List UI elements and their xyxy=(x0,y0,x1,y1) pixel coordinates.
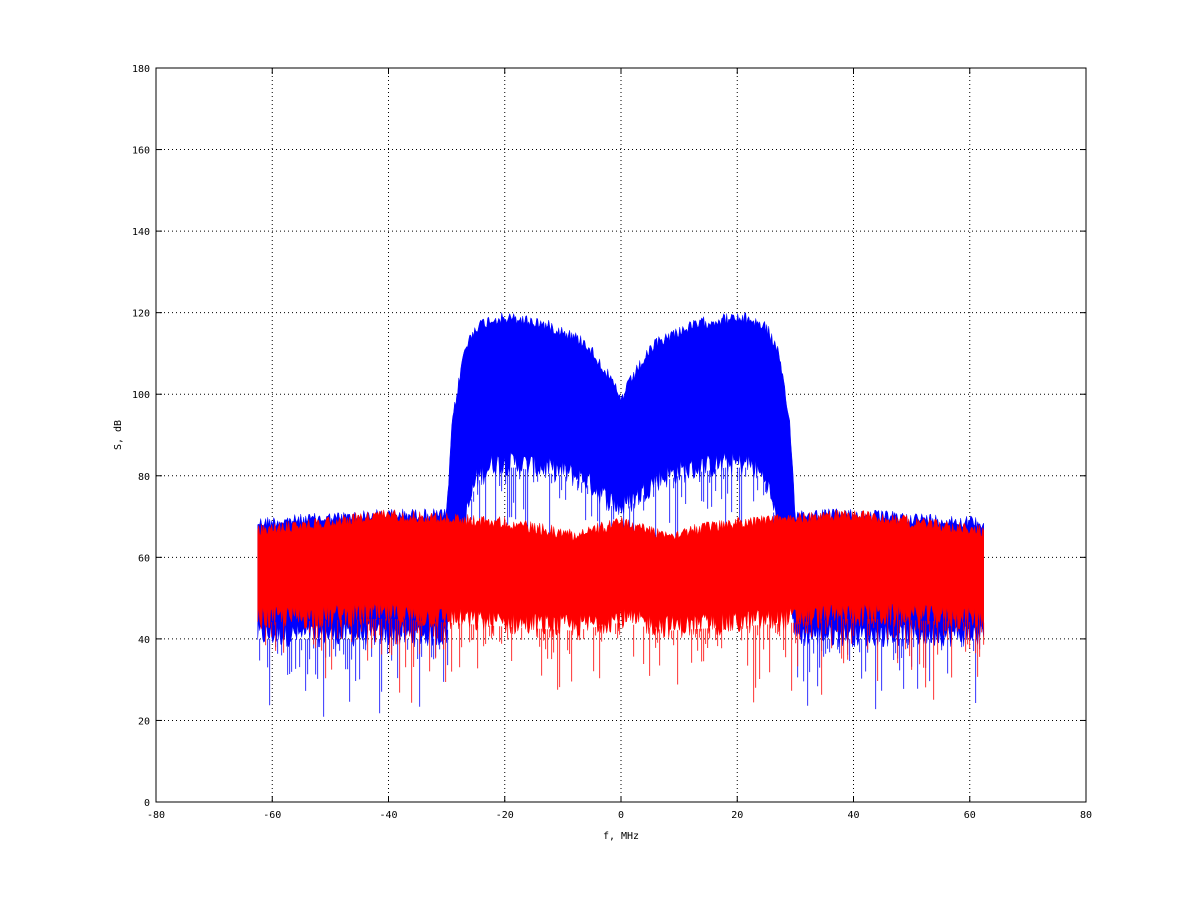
y-tick-label: 0 xyxy=(144,798,150,809)
series-layer xyxy=(257,312,985,717)
y-tick-label: 60 xyxy=(138,553,150,564)
y-tick-label: 140 xyxy=(132,227,150,238)
y-tick-label: 180 xyxy=(132,64,150,75)
x-tick-label: 60 xyxy=(964,810,976,821)
x-axis-label: f, MHz xyxy=(603,831,639,842)
x-tick-label: 20 xyxy=(731,810,743,821)
x-tick-label: 0 xyxy=(618,810,624,821)
x-tick-label: -80 xyxy=(147,810,165,821)
y-tick-label: 80 xyxy=(138,472,150,483)
series-2 xyxy=(257,508,985,703)
ticks xyxy=(155,67,1087,803)
series-noise-spikes xyxy=(265,618,985,703)
y-axis-label: S, dB xyxy=(113,420,124,450)
x-tick-label: -40 xyxy=(379,810,397,821)
y-tick-label: 20 xyxy=(138,716,150,727)
tick-labels: -80 -60 -40 -20 0 20 40 60 80 0 20 40 60 80 100 120 140 1… xyxy=(132,64,1092,821)
y-tick-label: 100 xyxy=(132,390,150,401)
x-tick-label: 40 xyxy=(847,810,859,821)
y-tick-label: 160 xyxy=(132,146,150,157)
y-tick-label: 120 xyxy=(132,309,150,320)
x-tick-label: 80 xyxy=(1080,810,1092,821)
y-tick-label: 40 xyxy=(138,635,150,646)
series-noise-spikes xyxy=(259,467,981,717)
x-tick-label: -20 xyxy=(496,810,514,821)
x-tick-label: -60 xyxy=(263,810,281,821)
